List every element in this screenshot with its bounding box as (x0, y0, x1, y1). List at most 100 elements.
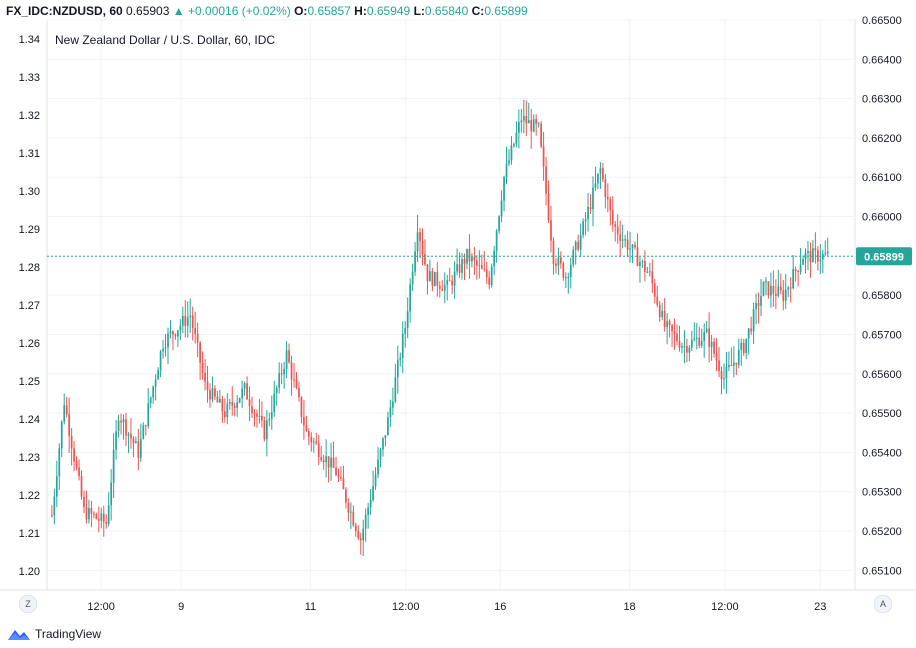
candle-body (396, 359, 399, 378)
candle-body (236, 402, 239, 408)
candle-body (676, 333, 678, 342)
symbol-name: FX_IDC:NZDUSD, 60 (6, 4, 123, 18)
candle-body (199, 342, 201, 363)
right-tick-label: 0.65600 (862, 369, 902, 381)
candle-body (545, 166, 547, 194)
candle-body (164, 347, 167, 349)
candle-body (258, 415, 261, 417)
candle-body (238, 398, 241, 403)
candle-body (809, 250, 812, 263)
candle-body (461, 259, 463, 273)
candle-body (550, 220, 552, 241)
candle-body (278, 373, 281, 388)
tradingview-brand[interactable]: TradingView (7, 624, 101, 644)
candle-body (441, 288, 444, 291)
candle-body (530, 120, 533, 132)
candle-body (263, 420, 266, 440)
candle-body (345, 489, 347, 503)
candle-body (498, 216, 500, 231)
candle-body (577, 241, 580, 250)
candle-body (73, 448, 75, 462)
candle-body (219, 398, 221, 403)
candle-body (799, 264, 802, 272)
candle-body (298, 387, 300, 398)
candle-body (755, 303, 757, 310)
candle-body (216, 396, 219, 403)
candle-body (135, 441, 137, 444)
candle-body (619, 234, 622, 241)
candle-body (184, 315, 187, 326)
candle-body (152, 386, 155, 398)
candle-body (552, 240, 555, 264)
candle-body (493, 250, 496, 267)
candle-body (567, 276, 570, 278)
candle-body (221, 398, 224, 412)
candle-body (416, 232, 419, 252)
candle-body (804, 253, 807, 260)
candle-body (453, 271, 456, 286)
left-tick-label: 1.31 (19, 148, 40, 160)
candle-body (750, 328, 753, 332)
candle-body (688, 347, 691, 353)
candle-body (483, 268, 486, 270)
x-tick-label: 18 (623, 601, 635, 613)
candle-body (280, 373, 283, 375)
candle-body (80, 476, 83, 497)
candle-body (204, 372, 206, 382)
candle-body (290, 362, 293, 380)
candle-body (564, 277, 567, 279)
left-tick-label: 1.26 (19, 338, 40, 350)
candle-body (740, 342, 743, 350)
candle-body (364, 514, 367, 529)
candle-body (708, 328, 711, 347)
left-tick-label: 1.22 (19, 490, 40, 502)
candle-body (779, 286, 782, 291)
candle-body (256, 413, 258, 417)
candle-body (285, 350, 288, 369)
candle-body (270, 411, 273, 419)
candle-body (725, 366, 728, 379)
candle-body (312, 441, 315, 443)
left-tick-label: 1.28 (19, 262, 40, 274)
brand-name: TradingView (35, 627, 102, 641)
candle-body (614, 224, 617, 227)
scale-mode-button[interactable]: Z (19, 595, 37, 613)
candle-body (735, 362, 738, 365)
candle-body (666, 321, 668, 328)
candle-body (636, 247, 639, 266)
last-price: 0.65903 (126, 4, 170, 18)
left-tick-label: 1.24 (19, 414, 40, 426)
candle-body (191, 315, 194, 328)
left-tick-label: 1.29 (19, 224, 40, 236)
candle-body (159, 351, 162, 371)
candle-body (700, 340, 703, 346)
candle-body (332, 457, 335, 468)
candle-body (382, 438, 384, 450)
chart-title: New Zealand Dollar / U.S. Dollar, 60, ID… (55, 33, 275, 47)
candle-body (503, 177, 505, 201)
candle-body (683, 346, 686, 348)
candle-body (792, 269, 795, 289)
up-arrow-icon: ▲ (172, 4, 185, 18)
candle-body (644, 261, 646, 272)
auto-scale-button[interactable]: A (874, 595, 892, 613)
candle-body (120, 420, 122, 423)
candle-body (394, 377, 397, 402)
left-tick-label: 1.30 (19, 186, 40, 198)
candle-body (527, 120, 530, 124)
candle-body (300, 397, 303, 418)
candle-body (253, 413, 256, 415)
left-tick-label: 1.32 (19, 110, 40, 122)
x-tick-label: 11 (305, 601, 316, 613)
candle-body (389, 407, 392, 418)
candle-body (399, 357, 402, 360)
candle-body (307, 430, 310, 437)
right-tick-label: 0.66400 (862, 54, 902, 66)
candle-body (653, 283, 656, 297)
candle-body (83, 496, 85, 508)
candle-body (599, 168, 602, 174)
candle-body (174, 334, 177, 337)
candle-body (369, 499, 372, 508)
right-tick-label: 0.65100 (862, 565, 902, 577)
